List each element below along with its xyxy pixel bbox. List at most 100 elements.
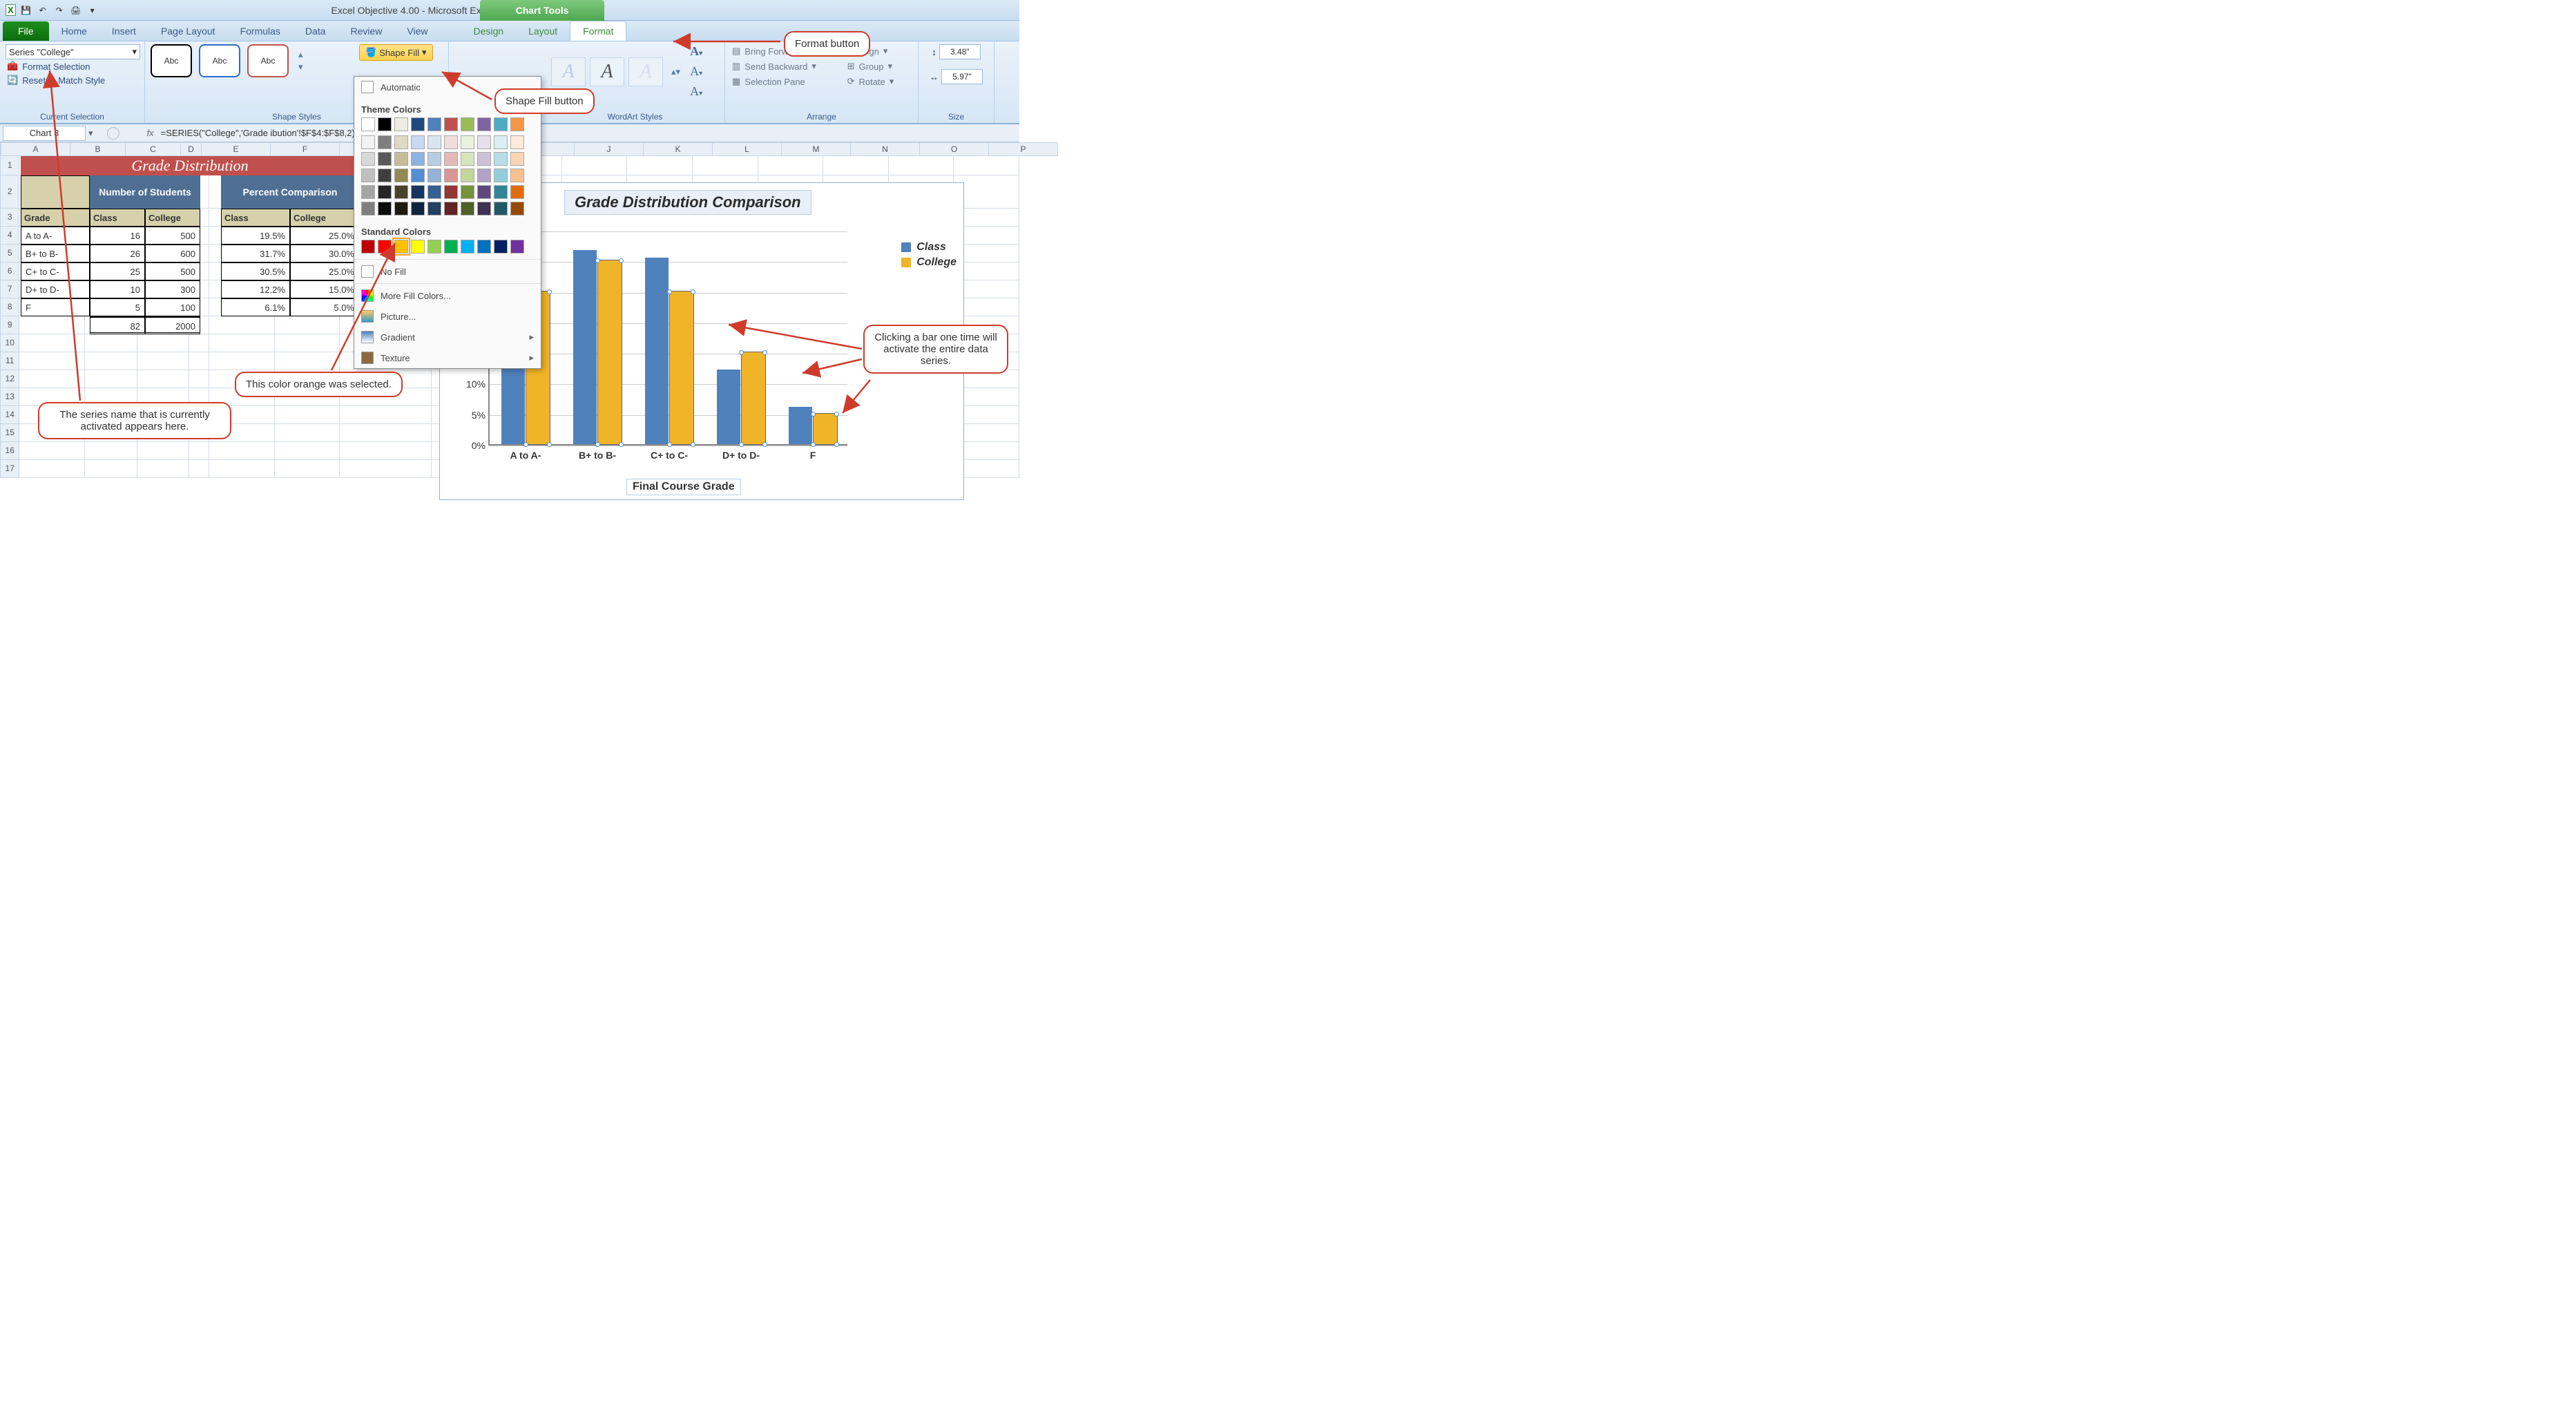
color-swatch[interactable] xyxy=(411,117,425,131)
color-swatch[interactable] xyxy=(444,135,458,149)
name-box-dropdown-icon[interactable]: ▾ xyxy=(88,128,93,139)
column-header[interactable]: P xyxy=(989,142,1058,156)
color-swatch[interactable] xyxy=(394,240,408,254)
tab-format[interactable]: Format xyxy=(570,21,626,41)
save-icon[interactable]: 💾 xyxy=(20,4,32,17)
color-swatch[interactable] xyxy=(394,117,408,131)
shape-style-swatch-3[interactable]: Abc xyxy=(247,44,289,77)
row-header[interactable]: 16 xyxy=(0,442,19,460)
row-header[interactable]: 5 xyxy=(0,245,19,262)
row-header[interactable]: 15 xyxy=(0,424,19,442)
selection-pane-button[interactable]: ▦Selection Pane xyxy=(731,75,835,88)
rotate-button[interactable]: ⟳Rotate▾ xyxy=(846,75,912,88)
chart-legend[interactable]: Class College xyxy=(901,238,957,271)
row-header[interactable]: 12 xyxy=(0,370,19,388)
color-swatch[interactable] xyxy=(394,135,408,149)
color-swatch[interactable] xyxy=(494,202,508,216)
color-swatch[interactable] xyxy=(510,169,524,182)
fill-no-fill[interactable]: No Fill xyxy=(354,261,541,282)
color-swatch[interactable] xyxy=(510,202,524,216)
color-swatch[interactable] xyxy=(361,240,375,254)
color-swatch[interactable] xyxy=(444,152,458,166)
chart-bar-college[interactable] xyxy=(598,260,622,444)
color-swatch[interactable] xyxy=(461,117,474,131)
chart-element-selector[interactable]: Series "College" ▾ xyxy=(6,44,140,59)
color-swatch[interactable] xyxy=(494,152,508,166)
row-header[interactable]: 14 xyxy=(0,406,19,424)
wordart-swatch-3[interactable]: A xyxy=(628,57,663,86)
color-swatch[interactable] xyxy=(427,135,441,149)
row-header[interactable]: 10 xyxy=(0,334,19,352)
color-swatch[interactable] xyxy=(494,117,508,131)
row-header[interactable]: 3 xyxy=(0,209,19,227)
row-header[interactable]: 17 xyxy=(0,460,19,478)
row-header[interactable]: 1 xyxy=(0,156,19,175)
column-header[interactable]: M xyxy=(782,142,851,156)
color-swatch[interactable] xyxy=(378,202,392,216)
tab-design[interactable]: Design xyxy=(461,21,517,41)
shape-style-swatch-1[interactable]: Abc xyxy=(151,44,192,77)
group-button[interactable]: ⊞Group▾ xyxy=(846,59,912,73)
color-swatch[interactable] xyxy=(494,135,508,149)
color-swatch[interactable] xyxy=(378,152,392,166)
formula-text[interactable]: =SERIES("College",'Grade ibution'!$F$4:$… xyxy=(161,128,355,138)
color-swatch[interactable] xyxy=(378,169,392,182)
shape-style-gallery[interactable]: Abc Abc Abc xyxy=(151,44,289,77)
column-header[interactable]: F xyxy=(271,142,340,156)
chart-bar-college[interactable] xyxy=(670,291,693,444)
tab-file[interactable]: File xyxy=(3,21,49,41)
column-header[interactable]: N xyxy=(851,142,920,156)
shape-fill-button[interactable]: 🪣 Shape Fill ▾ xyxy=(359,44,433,61)
send-backward-button[interactable]: ▥Send Backward▾ xyxy=(731,59,835,73)
color-swatch[interactable] xyxy=(461,152,474,166)
color-swatch[interactable] xyxy=(427,185,441,199)
color-swatch[interactable] xyxy=(411,240,425,254)
color-swatch[interactable] xyxy=(494,169,508,182)
legend-item[interactable]: College xyxy=(901,256,957,269)
color-swatch[interactable] xyxy=(394,202,408,216)
color-swatch[interactable] xyxy=(411,152,425,166)
color-swatch[interactable] xyxy=(461,185,474,199)
chart-bar-class[interactable] xyxy=(645,258,669,444)
tab-page-layout[interactable]: Page Layout xyxy=(148,21,228,41)
color-swatch[interactable] xyxy=(427,117,441,131)
color-swatch[interactable] xyxy=(378,135,392,149)
chart-bar-college[interactable] xyxy=(814,414,837,444)
row-header[interactable]: 13 xyxy=(0,388,19,406)
column-header[interactable]: D xyxy=(181,142,202,156)
color-swatch[interactable] xyxy=(427,240,441,254)
fill-gradient[interactable]: Gradient ▸ xyxy=(354,327,541,347)
color-swatch[interactable] xyxy=(477,202,491,216)
column-header[interactable]: B xyxy=(70,142,126,156)
color-swatch[interactable] xyxy=(378,117,392,131)
name-box[interactable]: Chart 3 xyxy=(3,126,86,141)
legend-item[interactable]: Class xyxy=(901,241,957,254)
x-axis-title[interactable]: Final Course Grade xyxy=(626,479,741,495)
color-swatch[interactable] xyxy=(361,135,375,149)
color-swatch[interactable] xyxy=(444,169,458,182)
color-swatch[interactable] xyxy=(477,135,491,149)
wordart-swatch-1[interactable]: A xyxy=(551,57,586,86)
text-effects-icon[interactable]: A▾ xyxy=(690,84,702,99)
color-swatch[interactable] xyxy=(411,185,425,199)
color-swatch[interactable] xyxy=(427,202,441,216)
shape-style-swatch-2[interactable]: Abc xyxy=(199,44,240,77)
color-swatch[interactable] xyxy=(444,240,458,254)
fill-texture[interactable]: Texture ▸ xyxy=(354,347,541,368)
color-swatch[interactable] xyxy=(427,152,441,166)
color-swatch[interactable] xyxy=(394,152,408,166)
color-swatch[interactable] xyxy=(361,202,375,216)
width-input[interactable]: 5.97" xyxy=(941,69,983,84)
color-swatch[interactable] xyxy=(461,135,474,149)
color-swatch[interactable] xyxy=(394,185,408,199)
color-swatch[interactable] xyxy=(461,169,474,182)
color-swatch[interactable] xyxy=(394,169,408,182)
tab-formulas[interactable]: Formulas xyxy=(228,21,293,41)
column-header[interactable]: J xyxy=(575,142,644,156)
color-swatch[interactable] xyxy=(510,185,524,199)
column-header[interactable]: K xyxy=(644,142,713,156)
reset-to-match-style-button[interactable]: 🔄 Reset to Match Style xyxy=(6,73,139,87)
row-header[interactable]: 11 xyxy=(0,352,19,370)
column-header[interactable]: E xyxy=(202,142,271,156)
color-swatch[interactable] xyxy=(444,117,458,131)
